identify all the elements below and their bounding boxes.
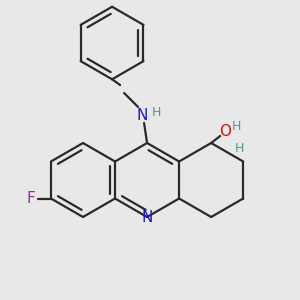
Text: H: H xyxy=(232,121,241,134)
Text: H: H xyxy=(235,142,244,154)
Text: H: H xyxy=(152,106,161,118)
Text: N: N xyxy=(141,209,153,224)
Text: F: F xyxy=(27,191,35,206)
Text: N: N xyxy=(136,107,148,122)
Text: O: O xyxy=(219,124,231,139)
